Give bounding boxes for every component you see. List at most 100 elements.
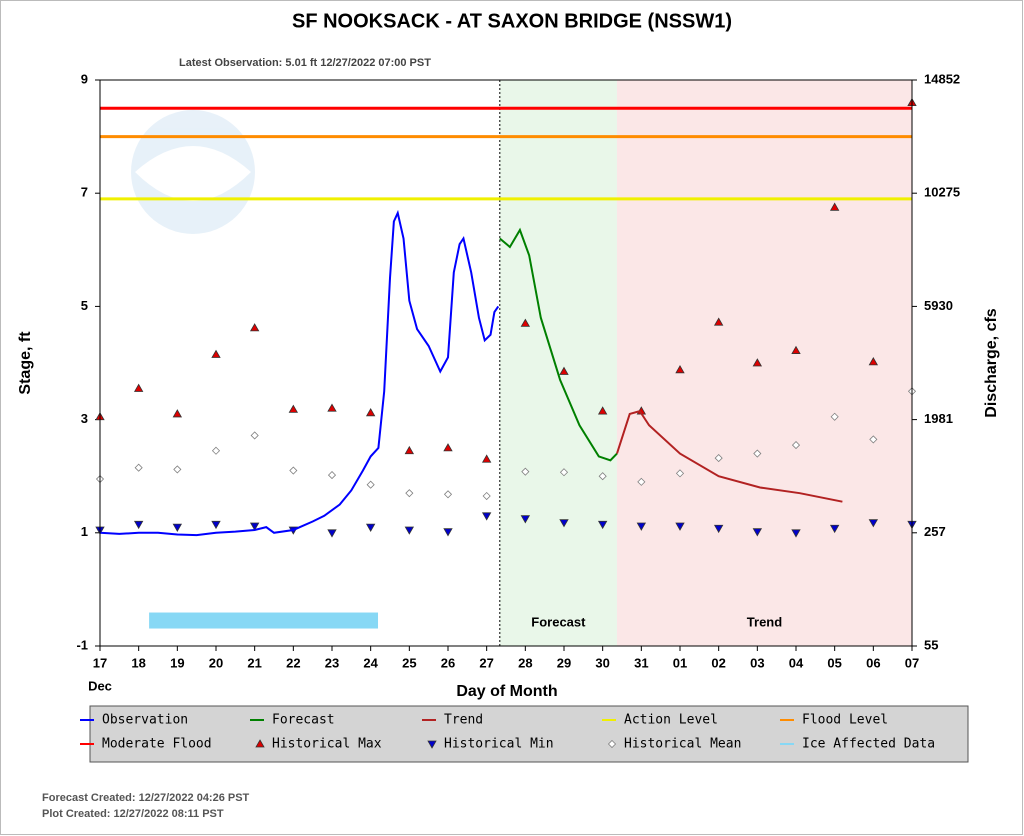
x-tick-label: 02 [711, 655, 725, 670]
marker [249, 323, 260, 332]
legend-label: Historical Max [272, 737, 382, 752]
marker [133, 520, 144, 530]
marker [443, 443, 453, 452]
x-tick-label: 23 [325, 655, 339, 670]
marker [365, 408, 376, 417]
region [499, 80, 617, 646]
marker [675, 469, 685, 478]
x-tick-label: 26 [441, 655, 455, 670]
x-tick-label: 27 [479, 655, 493, 670]
x-tick-label: 21 [247, 655, 261, 670]
y2-tick-label: 1981 [924, 411, 953, 426]
y-tick-label: 3 [81, 411, 88, 426]
marker [443, 490, 453, 499]
x-tick-label: 30 [595, 655, 609, 670]
series-line [616, 409, 843, 503]
marker [829, 524, 840, 534]
y2-tick-label: 5930 [924, 298, 953, 313]
y2-tick-label: 55 [924, 637, 938, 652]
x-tick-label: 05 [827, 655, 841, 670]
x-tick-label: 17 [93, 655, 107, 670]
marker [520, 318, 531, 327]
marker [636, 522, 647, 531]
marker [791, 529, 801, 538]
x-tick-label: 22 [286, 655, 300, 670]
legend-swatch [607, 739, 617, 749]
marker [249, 522, 260, 531]
marker [327, 471, 337, 480]
marker [714, 454, 723, 463]
y2-tick-label: 257 [924, 524, 946, 539]
x-tick-label: 18 [131, 655, 145, 670]
y-tick-label: -1 [76, 637, 88, 652]
x-tick-label: 19 [170, 655, 184, 670]
x-tick-label: 01 [673, 655, 687, 670]
marker [597, 406, 608, 415]
legend-label: Flood Level [802, 713, 888, 728]
marker [443, 528, 453, 537]
x-tick-label: 29 [557, 655, 571, 670]
x-tick-label: 25 [402, 655, 416, 670]
marker [288, 404, 299, 413]
y-tick-label: 5 [81, 298, 88, 313]
marker [365, 523, 376, 532]
marker [521, 467, 530, 476]
marker [211, 349, 221, 358]
y-axis-label: Stage, ft [17, 331, 34, 395]
y2-tick-label: 14852 [924, 71, 960, 86]
region-label: Trend [747, 614, 782, 629]
marker [791, 345, 801, 354]
region-label: Forecast [531, 614, 586, 629]
y2-tick-label: 10275 [924, 185, 960, 200]
x-tick-label: 28 [518, 655, 532, 670]
subtitle: Latest Observation: 5.01 ft 12/27/2022 0… [179, 57, 431, 69]
legend-swatch [427, 740, 437, 749]
footer-text: Plot Created: 12/27/2022 08:11 PST [42, 808, 224, 820]
marker [559, 468, 569, 477]
marker [753, 449, 762, 458]
marker [637, 477, 646, 486]
marker [520, 515, 531, 524]
series-line [499, 227, 618, 462]
x-tick-label: 20 [209, 655, 223, 670]
marker [172, 523, 183, 532]
x-month-label: Dec [88, 678, 112, 693]
noaa-logo [131, 110, 255, 234]
marker [869, 435, 878, 444]
x-axis-label: Day of Month [456, 683, 557, 700]
marker [289, 466, 298, 475]
footer-text: Forecast Created: 12/27/2022 04:26 PST [42, 792, 250, 804]
marker [482, 491, 491, 501]
marker [752, 358, 763, 367]
y-tick-label: 9 [81, 71, 88, 86]
x-tick-label: 03 [750, 655, 764, 670]
legend-label: Moderate Flood [102, 737, 212, 752]
marker [133, 383, 144, 392]
region [616, 80, 912, 646]
legend-label: Historical Min [444, 737, 554, 752]
marker [327, 529, 337, 538]
marker [559, 519, 569, 528]
marker [366, 480, 375, 489]
marker [559, 366, 569, 375]
y-tick-label: 1 [81, 524, 88, 539]
x-tick-label: 07 [905, 655, 919, 670]
marker [713, 317, 724, 326]
marker [830, 412, 839, 421]
legend-label: Action Level [624, 713, 718, 728]
marker [404, 445, 415, 455]
marker [327, 403, 337, 412]
marker [868, 357, 879, 366]
y2-axis-label: Discharge, cfs [983, 308, 1000, 417]
legend-label: Historical Mean [624, 737, 741, 752]
marker [481, 512, 492, 521]
legend-label: Ice Affected Data [802, 737, 935, 752]
marker [172, 409, 183, 418]
x-tick-label: 06 [866, 655, 880, 670]
marker [675, 364, 685, 374]
marker [752, 528, 763, 537]
marker [173, 465, 182, 474]
marker [868, 519, 879, 528]
marker [211, 446, 221, 455]
